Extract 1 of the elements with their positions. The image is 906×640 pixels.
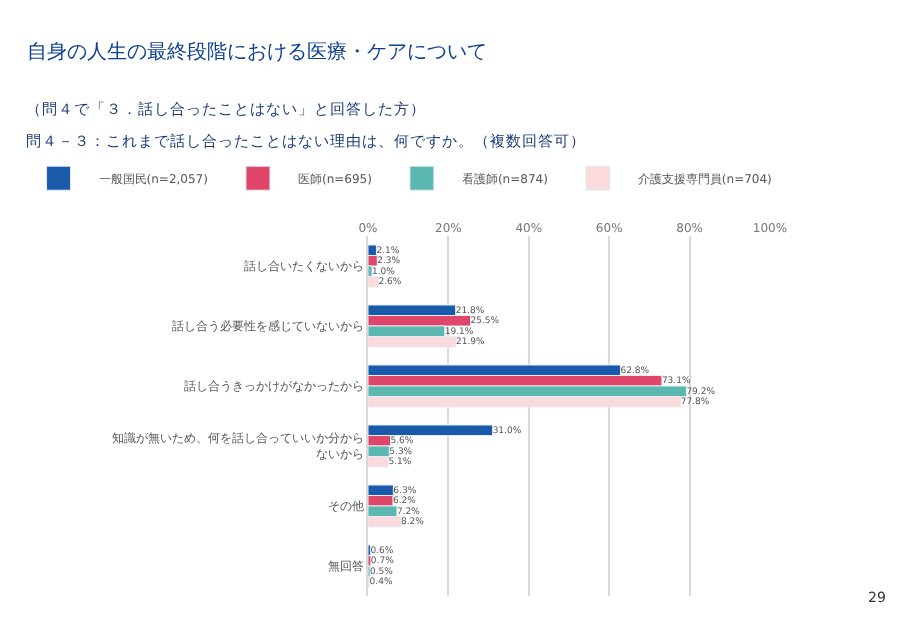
chart-title: 自身の人生の最終段階における医療・ケアについて [27, 40, 488, 65]
